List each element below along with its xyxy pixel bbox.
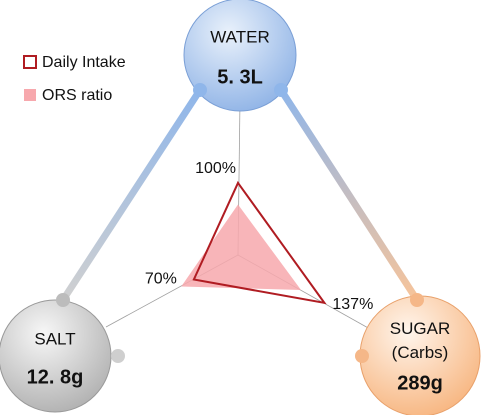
node-amount: 12. 8g bbox=[27, 366, 84, 388]
value-label: 70% bbox=[145, 271, 177, 288]
dot bbox=[193, 83, 207, 97]
legend-label: Daily Intake bbox=[42, 54, 126, 71]
legend-swatch bbox=[24, 89, 36, 101]
dot bbox=[56, 293, 70, 307]
value-label: 137% bbox=[332, 296, 373, 313]
intake-outline bbox=[192, 180, 327, 305]
connector bbox=[60, 88, 203, 302]
connectors bbox=[60, 88, 420, 360]
node-label: SALT bbox=[34, 329, 75, 348]
salt-node bbox=[0, 299, 112, 413]
value-label: 100% bbox=[195, 160, 236, 177]
dot bbox=[355, 349, 369, 363]
radar bbox=[105, 99, 371, 330]
dot bbox=[111, 349, 125, 363]
legend-label: ORS ratio bbox=[42, 87, 112, 104]
dot bbox=[274, 83, 288, 97]
node-label: WATER bbox=[210, 27, 270, 46]
node-label: SUGAR (Carbs) bbox=[390, 319, 450, 362]
node-amount: 5. 3L bbox=[217, 66, 263, 88]
connector bbox=[278, 88, 420, 302]
legend-swatch bbox=[23, 55, 37, 69]
node-amount: 289g bbox=[397, 372, 443, 394]
dot bbox=[410, 293, 424, 307]
water-node bbox=[183, 0, 297, 112]
ors-area bbox=[181, 204, 302, 290]
